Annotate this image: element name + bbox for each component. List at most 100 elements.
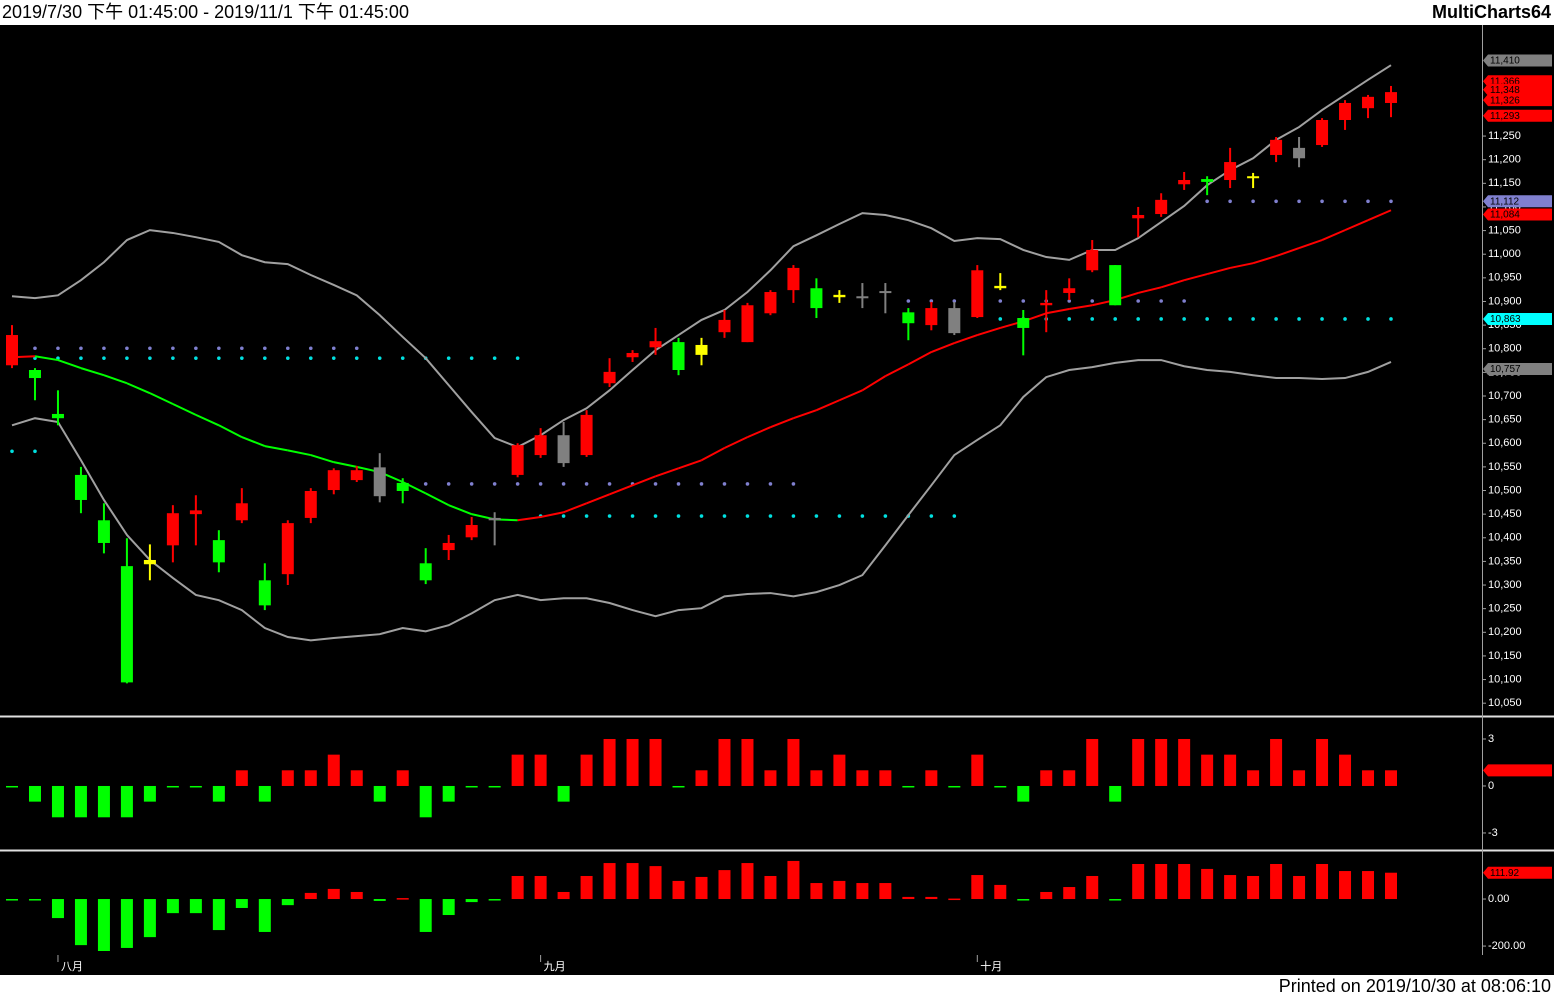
- histogram-bar: [879, 883, 892, 900]
- level-dot: [1090, 299, 1095, 303]
- candle-body: [718, 319, 731, 333]
- histogram-bar: [741, 863, 754, 900]
- histogram-bar: [1247, 770, 1260, 786]
- level-dot: [676, 482, 681, 486]
- bollinger-band: [11, 64, 1392, 449]
- candle-body: [948, 308, 961, 334]
- candle-body: [350, 470, 363, 481]
- price-tag: [1483, 83, 1552, 96]
- histogram-bar: [120, 785, 133, 818]
- level-dot: [1021, 299, 1026, 303]
- level-dot: [584, 514, 589, 518]
- level-dot: [217, 356, 221, 360]
- level-dot: [998, 317, 1003, 321]
- candle-body: [97, 520, 110, 543]
- candle-body: [603, 371, 616, 384]
- candle-body: [1385, 92, 1397, 103]
- histogram-bar: [1017, 785, 1030, 802]
- level-dot: [1067, 317, 1072, 321]
- candle-body: [902, 312, 915, 324]
- candle-body: [833, 294, 846, 298]
- level-dot: [653, 514, 658, 518]
- price-tag: [1483, 94, 1552, 107]
- level-dot: [1159, 317, 1163, 321]
- histogram-bar: [1132, 863, 1145, 900]
- moving-average: [1069, 304, 1093, 311]
- candle-body: [1178, 180, 1191, 185]
- histogram-bar: [327, 754, 340, 786]
- histogram-bar: [856, 883, 869, 900]
- level-dot: [561, 514, 566, 518]
- histogram-bar: [879, 770, 892, 786]
- histogram-bar: [856, 770, 869, 786]
- histogram-bar: [971, 875, 984, 900]
- histogram-bar: [51, 899, 64, 919]
- candle-body: [1132, 214, 1145, 219]
- candle-body: [695, 344, 708, 355]
- y-tick-label: 0.00: [1488, 893, 1509, 905]
- candle-body: [258, 580, 271, 606]
- histogram-bar: [373, 785, 386, 802]
- price-tag-label: 11,112: [1490, 196, 1520, 207]
- level-dot: [1136, 299, 1140, 303]
- histogram-bar: [833, 880, 846, 900]
- y-tick-label: 10,150: [1488, 650, 1522, 662]
- y-tick-label: 0: [1488, 780, 1494, 792]
- level-dot: [1343, 199, 1347, 204]
- histogram-bar: [1178, 863, 1191, 900]
- level-dot: [906, 299, 911, 303]
- histogram-bar: [511, 875, 524, 900]
- histogram-bar: [419, 899, 432, 932]
- moving-average: [172, 403, 197, 416]
- candle-body: [741, 305, 754, 343]
- price-tag-label: 11,084: [1490, 210, 1520, 221]
- level-dot: [653, 482, 658, 486]
- level-dot: [79, 346, 83, 351]
- level-dot: [194, 356, 198, 360]
- histogram-bar: [626, 738, 639, 786]
- moving-average: [861, 375, 886, 392]
- level-dot: [331, 346, 336, 351]
- moving-average: [563, 502, 587, 514]
- level-dot: [722, 514, 727, 518]
- histogram-bar: [1132, 738, 1145, 786]
- y-tick-label: 10,450: [1488, 508, 1522, 520]
- histogram-bar: [189, 899, 202, 914]
- level-dot: [538, 482, 543, 486]
- level-dot: [1274, 199, 1278, 204]
- level-dot: [1274, 317, 1278, 321]
- y-tick-label: 10,800: [1488, 343, 1522, 355]
- candle-body: [1362, 96, 1375, 109]
- candle-body: [1339, 102, 1352, 120]
- price-tag-label: 11,366: [1490, 76, 1520, 87]
- price-tag: [1483, 312, 1552, 325]
- candle-body: [626, 352, 639, 358]
- histogram-bar: [1040, 891, 1053, 900]
- y-tick-label: 10,400: [1488, 532, 1522, 544]
- y-tick-label: 10,050: [1488, 697, 1522, 709]
- level-dot: [354, 346, 359, 351]
- level-dot: [102, 356, 106, 360]
- histogram-bar: [1224, 754, 1237, 786]
- level-dot: [1297, 199, 1301, 204]
- histogram-bar: [143, 785, 156, 802]
- moving-average: [310, 454, 335, 464]
- histogram-bar: [143, 899, 156, 938]
- y-tick-label: 11,250: [1488, 130, 1521, 142]
- level-dot: [699, 514, 704, 518]
- y-tick-label: 11,150: [1488, 177, 1521, 189]
- moving-average: [448, 504, 473, 516]
- candle-body: [1086, 249, 1099, 271]
- level-dot: [171, 356, 175, 360]
- level-dot: [768, 514, 773, 518]
- histogram-bar: [235, 770, 248, 786]
- histogram-bar: [1362, 770, 1375, 786]
- level-dot: [286, 346, 290, 351]
- price-tag-label: 10,863: [1490, 314, 1521, 325]
- candle-body: [557, 435, 570, 464]
- level-dot: [263, 346, 267, 351]
- moving-average: [517, 515, 541, 522]
- histogram-bar: [764, 770, 777, 786]
- moving-average: [540, 511, 564, 518]
